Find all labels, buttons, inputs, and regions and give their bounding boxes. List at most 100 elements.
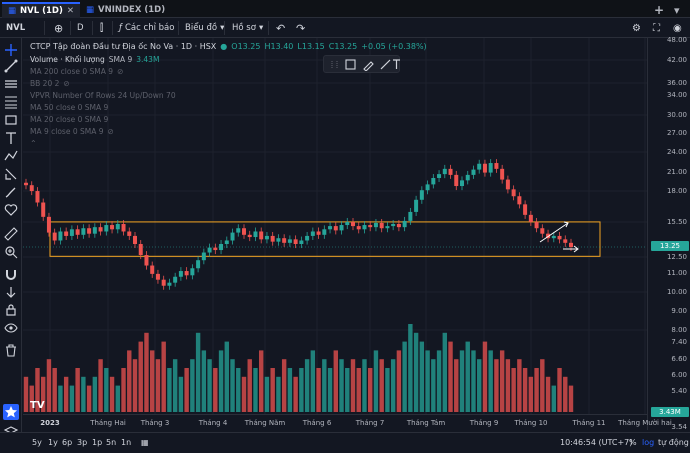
price-label: 27.00 [666, 129, 687, 137]
chevron-down-icon: ▾ [220, 23, 225, 33]
candle-body [35, 191, 40, 203]
magnet-icon[interactable] [3, 266, 19, 282]
eye-icon[interactable] [3, 320, 19, 336]
layout-button[interactable]: Hồ sơ ▾ [232, 23, 264, 33]
candle-body [534, 221, 539, 229]
volume-bar [224, 341, 229, 412]
volume-bar [568, 385, 574, 412]
crosshair-icon[interactable] [3, 42, 19, 58]
legend-indicator-row[interactable]: MA 20 close 0 SMA 9 [30, 115, 109, 124]
range-1m[interactable]: 1p [92, 438, 103, 447]
indicators-button[interactable]: ƒ Các chỉ báo [119, 23, 175, 33]
chart-pane[interactable] [23, 38, 647, 430]
legend-volume-row[interactable]: Volume · Khối lượng SMA 9 3.43M [30, 55, 159, 64]
volume-bar [499, 350, 505, 412]
volume-bar [310, 350, 316, 412]
text-icon[interactable] [3, 130, 19, 146]
top-toolbar: NVL ⊕ D ⫿ ƒ Các chỉ báo Biểu đồ ▾ Hồ sơ ▾ ↶… [0, 18, 690, 38]
camera-icon[interactable]: ◉ [673, 22, 682, 34]
settings-icon[interactable]: ⚙ [632, 22, 641, 34]
time-label: Tháng 3 [140, 419, 170, 427]
candle-body [500, 168, 505, 180]
tab-vnindex[interactable]: ▦ VNINDEX (1D) [80, 2, 171, 18]
candle-body [196, 260, 201, 269]
legend-indicator-row[interactable]: MA 200 close 0 SMA 9 ⊘ [30, 67, 124, 76]
ruler-icon[interactable] [3, 226, 19, 242]
eye-off-icon[interactable]: ⊘ [107, 127, 114, 136]
fib-icon[interactable] [3, 94, 19, 110]
auto-toggle[interactable]: tự động [658, 438, 689, 447]
range-1d[interactable]: 1n [121, 438, 132, 447]
volume-bar [396, 350, 402, 412]
trend-arrow-head [563, 221, 569, 228]
text-tool-icon[interactable] [392, 58, 401, 71]
undo-icon[interactable]: ↶ [276, 21, 286, 35]
brush-icon[interactable] [3, 184, 19, 200]
log-toggle[interactable]: log [642, 438, 655, 447]
candle-body [46, 216, 51, 233]
add-tab-icon[interactable]: + [654, 3, 665, 17]
volume-bar [161, 341, 166, 412]
volume-bar [29, 385, 34, 412]
pattern-icon[interactable] [3, 148, 19, 164]
window-menu-icon[interactable]: ▾ [674, 3, 680, 17]
volume-bar [23, 376, 29, 412]
trendline-icon[interactable] [3, 58, 19, 74]
range-6m[interactable]: 6p [62, 438, 73, 447]
percent-toggle[interactable]: % [629, 438, 637, 447]
interval-button[interactable]: D [77, 23, 84, 33]
range-3m[interactable]: 3p [77, 438, 88, 447]
star-icon[interactable] [3, 404, 19, 420]
candle-body [201, 252, 206, 261]
zoom-in-icon[interactable] [3, 244, 19, 260]
chart-type-button[interactable]: Biểu đồ ▾ [185, 23, 225, 33]
collapse-legend-icon[interactable]: ⌃ [30, 139, 37, 148]
clock-time[interactable]: 10:46:54 (UTC+7) [560, 438, 633, 447]
horizontal-lines-icon[interactable] [3, 76, 19, 92]
tab-nvl[interactable]: ▦ NVL (1D) ✕ [2, 2, 80, 18]
symbol-search-button[interactable]: NVL [6, 23, 26, 33]
candle-body [155, 273, 160, 280]
rectangle-tool-icon[interactable] [344, 58, 357, 71]
price-scale[interactable]: 48.00 42.00 36.00 34.00 30.00 27.00 24.00 21.00… [647, 36, 690, 431]
range-5d[interactable]: 5n [106, 438, 117, 447]
volume-bar [270, 368, 275, 412]
rectangle-icon[interactable] [3, 112, 19, 128]
legend-indicator-row[interactable]: BB 20 2 ⊘ [30, 79, 70, 88]
measure-icon[interactable] [3, 166, 19, 182]
volume-bar [517, 359, 522, 412]
chevron-down-icon: ▾ [258, 23, 264, 33]
range-5y[interactable]: 5y [32, 438, 42, 447]
candle-body [293, 239, 298, 245]
volume-bar [488, 350, 493, 412]
brush-tool-icon[interactable] [362, 58, 375, 71]
heart-icon[interactable] [3, 202, 19, 218]
trash-icon[interactable] [3, 342, 19, 358]
add-symbol-icon[interactable]: ⊕ [54, 21, 64, 35]
time-axis[interactable]: 2023 Tháng Hai Tháng 3 Tháng 4 Tháng Năm Thán… [23, 414, 672, 430]
candle-body [299, 240, 304, 245]
legend-indicator-row[interactable]: VPVR Number Of Rows 24 Up/Down 70 [30, 91, 176, 100]
volume-bar [557, 368, 562, 412]
range-1y[interactable]: 1y [48, 438, 58, 447]
redo-icon[interactable]: ↷ [296, 21, 306, 35]
fullscreen-icon[interactable]: ⛶ [653, 22, 660, 34]
line-tool-icon[interactable] [379, 58, 392, 71]
lock-drawings-icon[interactable] [3, 284, 19, 300]
volume-bar [253, 368, 258, 412]
volume-bar [178, 376, 184, 412]
eye-off-icon[interactable]: ⊘ [63, 79, 70, 88]
price-chart[interactable] [23, 38, 647, 414]
date-range-icon[interactable]: ▦ [141, 438, 149, 447]
drag-handle-icon[interactable] [328, 58, 341, 71]
lock-icon[interactable] [3, 302, 19, 318]
candle-body [551, 235, 556, 239]
eye-off-icon[interactable]: ⊘ [117, 67, 124, 76]
candles-icon[interactable]: ⫿ [100, 22, 104, 34]
close-icon[interactable]: ✕ [66, 6, 74, 16]
legend-indicator-row[interactable]: MA 50 close 0 SMA 9 [30, 103, 109, 112]
legend-indicator-row[interactable]: MA 9 close 0 SMA 9 ⊘ [30, 127, 114, 136]
volume-bar [293, 376, 298, 412]
price-label: 21.00 [666, 168, 687, 176]
volume-bar [190, 359, 195, 412]
